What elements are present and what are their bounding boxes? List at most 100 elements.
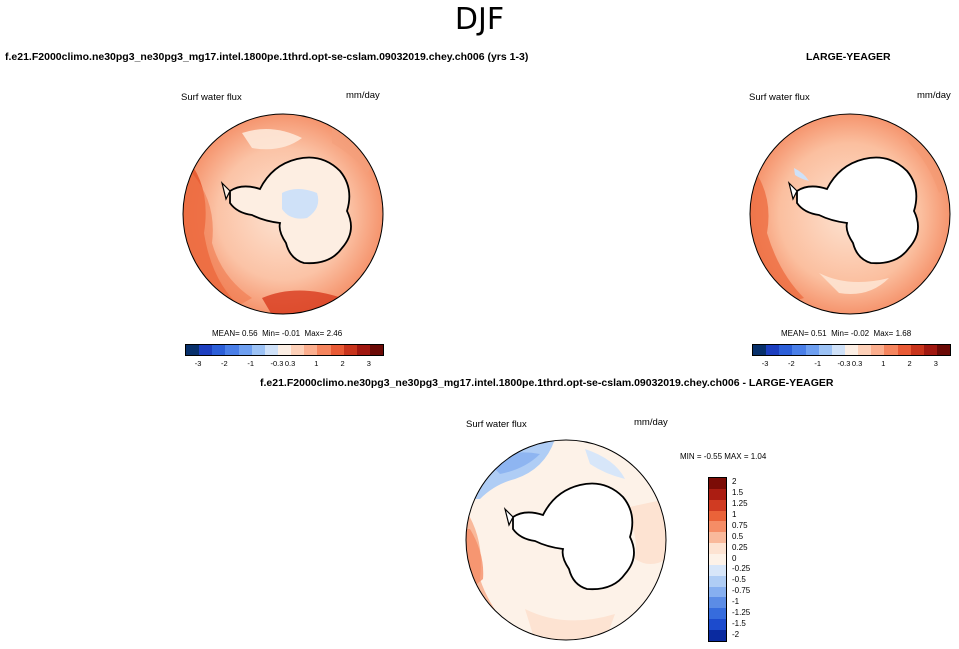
colorbar-swatch	[225, 345, 239, 355]
colorbar-swatch	[709, 510, 726, 522]
colorbar-swatch	[792, 345, 806, 355]
colorbar-swatch	[356, 345, 370, 355]
colorbar-swatch	[709, 575, 726, 587]
colorbar-swatch	[709, 543, 726, 555]
test-colorbar	[185, 344, 384, 356]
diff-colorbar-labels: 2 1.5 1.25 1 0.75 0.5 0.25 0 -0.25 -0.5 -0.75 -1 -1.…	[732, 477, 772, 642]
colorbar-swatch	[709, 630, 726, 641]
test-colorbar-labels: -3 -2 -1 -0.3 0.3 1 2 3	[185, 359, 382, 369]
colorbar-tick-label: -2	[221, 359, 228, 368]
colorbar-swatch	[343, 345, 357, 355]
diff-case-title: f.e21.F2000climo.ne30pg3_ne30pg3_mg17.in…	[260, 377, 834, 389]
colorbar-swatch	[264, 345, 278, 355]
test-case-title: f.e21.F2000climo.ne30pg3_ne30pg3_mg17.in…	[5, 51, 529, 63]
colorbar-swatch	[709, 499, 726, 511]
colorbar-swatch	[238, 345, 252, 355]
test-polar-map	[182, 113, 384, 315]
obs-antarctica	[796, 156, 919, 265]
colorbar-swatch	[291, 345, 305, 355]
diff-max-value: 1.04	[750, 452, 767, 461]
colorbar-tick-label: -2	[788, 359, 795, 368]
colorbar-swatch	[818, 345, 832, 355]
obs-colorbar	[752, 344, 951, 356]
colorbar-tick-label: -1	[247, 359, 254, 368]
diff-units-label: mm/day	[634, 417, 668, 428]
season-title: DJF	[454, 2, 505, 37]
obs-colorbar-labels: -3 -2 -1 -0.3 0.3 1 2 3	[752, 359, 949, 369]
colorbar-tick-label: -2	[732, 629, 740, 639]
colorbar-swatch	[897, 345, 911, 355]
colorbar-swatch	[709, 597, 726, 609]
colorbar-tick-label: 0.5	[732, 531, 744, 541]
colorbar-tick-label: 2	[907, 359, 912, 368]
colorbar-swatch	[304, 345, 318, 355]
obs-min-value: -0.02	[850, 329, 870, 338]
diff-stats: MIN = -0.55 MAX = 1.04	[680, 452, 767, 461]
obs-mean-value: 0.51	[811, 329, 827, 338]
colorbar-swatch	[805, 345, 819, 355]
colorbar-tick-label: -0.5	[732, 575, 746, 585]
colorbar-swatch	[884, 345, 898, 355]
diff-polar-map	[465, 439, 667, 641]
colorbar-tick-label: -1	[732, 596, 740, 606]
colorbar-tick-label: 0.75	[732, 520, 748, 530]
colorbar-tick-label: -0.25	[732, 564, 751, 574]
colorbar-swatch	[709, 586, 726, 598]
test-mean-value: 0.56	[242, 329, 258, 338]
test-max-value: 2.46	[326, 329, 343, 338]
test-variable-label: Surf water flux	[181, 92, 242, 103]
colorbar-tick-label: 2	[340, 359, 345, 368]
colorbar-swatch	[709, 478, 726, 489]
colorbar-tick-label: -0.75	[732, 586, 751, 596]
obs-max-value: 1.68	[895, 329, 912, 338]
colorbar-tick-label: 1	[881, 359, 886, 368]
colorbar-swatch	[910, 345, 924, 355]
test-units-label: mm/day	[346, 90, 380, 101]
colorbar-tick-label: -0.3	[837, 359, 851, 368]
colorbar-tick-label: -3	[761, 359, 769, 368]
colorbar-swatch	[709, 608, 726, 620]
colorbar-tick-label: 3	[366, 359, 371, 368]
colorbar-tick-label: 1	[732, 510, 737, 520]
test-min-value: -0.01	[281, 329, 301, 338]
colorbar-tick-label: -1.25	[732, 607, 751, 617]
colorbar-tick-label: -1.5	[732, 618, 746, 628]
colorbar-tick-label: 2	[732, 477, 737, 487]
colorbar-swatch	[317, 345, 331, 355]
colorbar-swatch	[936, 345, 951, 355]
test-stats: MEAN= 0.56 Min= -0.01 Max= 2.46	[212, 329, 343, 338]
colorbar-swatch	[199, 345, 213, 355]
diff-colorbar	[708, 477, 727, 642]
colorbar-swatch	[779, 345, 793, 355]
colorbar-swatch	[766, 345, 780, 355]
colorbar-tick-label: 0	[732, 553, 737, 563]
colorbar-swatch	[277, 345, 292, 355]
colorbar-swatch	[251, 345, 265, 355]
colorbar-swatch	[709, 554, 726, 565]
colorbar-tick-label: -1	[814, 359, 821, 368]
colorbar-tick-label: 0.25	[732, 542, 748, 552]
colorbar-tick-label: -3	[194, 359, 202, 368]
colorbar-swatch	[858, 345, 872, 355]
colorbar-tick-label: 1.5	[732, 488, 744, 498]
colorbar-swatch	[369, 345, 384, 355]
obs-units-label: mm/day	[917, 90, 951, 101]
colorbar-tick-label: 1.25	[732, 499, 748, 509]
colorbar-swatch	[330, 345, 344, 355]
obs-case-title: LARGE-YEAGER	[806, 51, 891, 63]
colorbar-swatch	[186, 345, 200, 355]
colorbar-swatch	[923, 345, 937, 355]
colorbar-swatch	[212, 345, 226, 355]
diff-min-value: -0.55	[703, 452, 723, 461]
colorbar-tick-label: 1	[314, 359, 319, 368]
colorbar-swatch	[753, 345, 767, 355]
colorbar-swatch	[709, 488, 726, 500]
colorbar-tick-label: 3	[933, 359, 938, 368]
diff-variable-label: Surf water flux	[466, 419, 527, 430]
colorbar-tick-label: -0.3	[270, 359, 284, 368]
colorbar-swatch	[709, 532, 726, 544]
colorbar-swatch	[844, 345, 859, 355]
diff-antarctica	[512, 482, 635, 591]
obs-variable-label: Surf water flux	[749, 92, 810, 103]
colorbar-swatch	[709, 521, 726, 533]
